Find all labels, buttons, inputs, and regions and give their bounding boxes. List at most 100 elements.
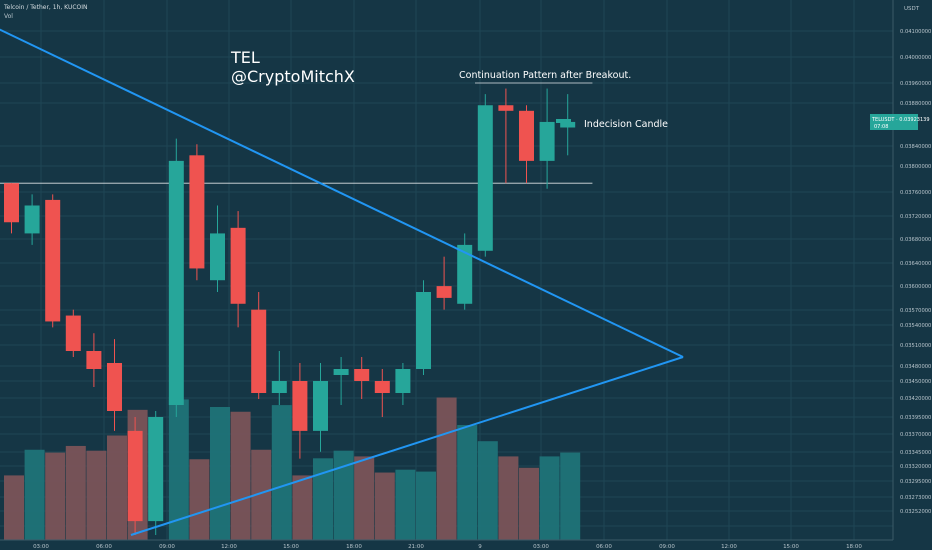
y-tick-label: 0.03540000 (900, 323, 931, 329)
candle-body (395, 369, 411, 393)
volume-bar (477, 441, 498, 540)
volume-bar (168, 399, 189, 540)
candle (230, 211, 246, 328)
candle (24, 194, 40, 245)
x-tick-label: 15:00 (783, 544, 799, 550)
svg-text:TELUSDT · 0.03923139: TELUSDT · 0.03923139 (871, 117, 930, 123)
triangle-trendlines (0, 28, 684, 536)
candle (251, 292, 267, 399)
y-tick-label: 0.03840000 (900, 144, 931, 150)
candle-body (374, 381, 390, 393)
volume-bar (519, 467, 539, 540)
y-tick-label: 0.03880000 (900, 101, 931, 107)
candle (148, 411, 164, 535)
y-tick-label: 0.03345000 (900, 450, 931, 456)
y-tick-label: 0.03480000 (900, 364, 931, 370)
candle-body (333, 369, 349, 375)
chart-header: Telcoin / Tether, 1h, KUCOIN (3, 4, 88, 11)
candle (539, 88, 555, 189)
annotation-continuation: Continuation Pattern after Breakout. (459, 70, 631, 81)
volume-bar (313, 458, 333, 540)
y-tick-label: 0.04000000 (900, 55, 931, 61)
x-tick-label: 03:00 (33, 544, 49, 550)
candles (4, 88, 576, 535)
y-tick-label: 0.03570000 (900, 308, 931, 314)
candle-body (148, 417, 164, 522)
candle-body (168, 160, 184, 405)
candle-body (4, 183, 19, 223)
chart-title: TEL (230, 48, 260, 67)
volume-bar (107, 435, 127, 540)
price-tag-symbol: TELUSDT (871, 117, 895, 123)
time-axis-bg (0, 540, 932, 550)
time-axis-ticks: 03:00 06:00 09:00 12:00 15:00 18:00 21:00 9 03:0… (33, 544, 862, 550)
volume-bar (251, 449, 272, 540)
trendline (130, 356, 684, 536)
candle-body (436, 286, 452, 298)
volume-bar (189, 459, 210, 540)
y-tick-label: 0.03370000 (900, 432, 931, 438)
volume-bar (539, 456, 560, 540)
volume-bar (230, 411, 251, 540)
candle-body (45, 199, 61, 322)
candle-body (65, 315, 81, 351)
candle (127, 417, 143, 535)
volume-bar (86, 450, 107, 540)
candle (313, 363, 328, 452)
candle-body (230, 227, 246, 304)
trendline (0, 28, 684, 358)
candle-body (498, 105, 514, 111)
candle-body (457, 244, 473, 304)
candle-body (354, 369, 370, 381)
candle-body (477, 105, 493, 251)
x-tick-label: 9 (478, 544, 482, 550)
x-tick-label: 21:00 (408, 544, 424, 550)
x-tick-label: 03:00 (533, 544, 549, 550)
candle (65, 309, 81, 357)
volume-bar (374, 472, 395, 540)
x-tick-label: 18:00 (346, 544, 362, 550)
annotation-indecision: Indecision Candle (584, 119, 668, 130)
candle-body (313, 381, 328, 431)
candle (210, 205, 225, 292)
y-tick-label: 0.03420000 (900, 396, 931, 402)
volume-bar (24, 449, 45, 540)
candle-body (292, 381, 308, 431)
candle (189, 144, 205, 281)
y-tick-label: 0.03600000 (900, 284, 931, 290)
currency-label: USDT (904, 6, 920, 12)
volume-bar (395, 469, 416, 540)
y-tick-label: 0.03960000 (900, 81, 931, 87)
candle-body (127, 430, 143, 522)
price-axis-bg (893, 0, 932, 540)
volume-label: Vol (4, 13, 13, 20)
current-price-tag: TELUSDT · 0.03923139 07:08 (870, 114, 930, 130)
volume-bar (292, 475, 313, 540)
volume-bar (560, 452, 581, 540)
candle-body (210, 233, 225, 281)
candle-body (519, 110, 534, 161)
candle (519, 105, 534, 184)
candle (45, 194, 61, 328)
candle (107, 339, 122, 431)
y-tick-label: 0.03800000 (900, 164, 931, 170)
x-tick-label: 12:00 (221, 544, 237, 550)
candle (560, 94, 576, 156)
price-axis-ticks: 0.04100000 0.04000000 0.03960000 0.03880000… (900, 29, 931, 515)
y-tick-label: 0.03680000 (900, 237, 931, 243)
candle (271, 351, 287, 405)
volume-bar (333, 450, 354, 540)
volume-bar (45, 452, 66, 540)
candle (457, 233, 473, 310)
candle (477, 94, 493, 257)
candle (4, 183, 19, 234)
y-tick-label: 0.03760000 (900, 190, 931, 196)
volume-bar (498, 456, 519, 540)
x-tick-label: 06:00 (96, 544, 112, 550)
candle (168, 138, 184, 417)
volume-bar (436, 397, 457, 540)
volume-bar (354, 456, 375, 540)
x-tick-label: 06:00 (596, 544, 612, 550)
candle (395, 363, 411, 405)
